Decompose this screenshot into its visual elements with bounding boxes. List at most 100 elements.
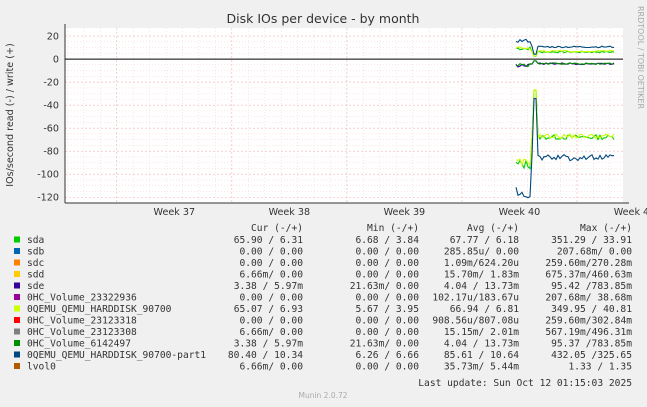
legend-swatch xyxy=(14,236,20,243)
legend-name: 0HC_Volume_23322936 xyxy=(27,293,137,304)
legend-value: 0.00 / 0.00 xyxy=(239,316,303,327)
legend-value: 3.38 / 5.97m xyxy=(234,339,304,350)
legend-swatch xyxy=(14,351,20,358)
last-update: Last update: Sun Oct 12 01:15:03 2025 xyxy=(418,378,632,389)
y-tick-label: -60 xyxy=(43,124,59,135)
y-ticks: 20 0 -20 -40 -60 -80 -100 -120 xyxy=(37,32,59,204)
legend-value: 0.00 / 0.00 xyxy=(355,362,419,373)
munin-version: Munin 2.0.72 xyxy=(298,391,347,400)
x-ticks: Week 37 Week 38 Week 39 Week 40 Week 41 xyxy=(154,207,647,218)
y-tick-label: -40 xyxy=(43,101,59,112)
legend-value: 567.19m/496.31m xyxy=(545,327,632,338)
x-tick-label: Week 37 xyxy=(154,207,196,218)
series-line-0qemu_qemu_harddisk_90700-part1-read xyxy=(515,97,615,199)
legend-header: Max (-/+) xyxy=(580,223,632,234)
legend-value: 1.33 / 1.35 xyxy=(568,362,632,373)
series-lines xyxy=(515,38,615,199)
legend-value: 207.68m/ 0.00 xyxy=(557,247,632,258)
series-line-0hc_volume_6142497-read xyxy=(516,60,615,68)
legend-header: Cur (-/+) xyxy=(251,223,303,234)
legend-name: sdb xyxy=(27,247,45,258)
legend-name: sda xyxy=(27,235,44,246)
y-tick-label: 0 xyxy=(53,55,59,66)
legend-value: 0.00 / 0.00 xyxy=(355,316,419,327)
legend-name: sdc xyxy=(27,258,44,269)
legend-swatch xyxy=(14,271,20,277)
legend-value: 80.40 / 10.34 xyxy=(228,350,303,361)
legend-name: 0QEMU_QEMU_HARDDISK_90700-part1 xyxy=(27,350,206,361)
legend-name: 0QEMU_QEMU_HARDDISK_90700 xyxy=(27,304,172,315)
legend-value: 6.66m/ 0.00 xyxy=(239,327,303,338)
legend-swatch xyxy=(14,259,20,266)
legend-value: 6.66m/ 0.00 xyxy=(239,270,303,281)
legend-value: 6.68 / 3.84 xyxy=(355,235,419,246)
legend-value: 207.68m/ 38.68m xyxy=(545,293,632,304)
legend-value: 3.38 / 5.97m xyxy=(234,281,304,292)
legend-value: 66.94 / 6.81 xyxy=(450,304,520,315)
legend-value: 95.42 /783.85m xyxy=(551,281,632,292)
legend-value: 1.09m/624.20u xyxy=(444,258,519,269)
legend-name: 0HC_Volume_23123308 xyxy=(27,327,137,338)
legend-value: 675.37m/460.63m xyxy=(545,270,632,281)
legend-name: lvol0 xyxy=(27,362,56,373)
x-tick-label: Week 38 xyxy=(269,207,311,218)
legend-swatch xyxy=(14,328,20,335)
legend-swatch xyxy=(14,305,20,312)
legend-value: 35.73m/ 5.44m xyxy=(444,362,519,373)
legend-header: Min (-/+) xyxy=(367,223,419,234)
legend-value: 4.04 / 13.73m xyxy=(444,339,519,350)
chart-title: Disk IOs per device - by month xyxy=(227,11,420,26)
x-tick-label: Week 39 xyxy=(384,207,426,218)
legend-value: 5.67 / 3.95 xyxy=(355,304,419,315)
legend-value: 4.04 / 13.73m xyxy=(444,281,519,292)
legend-value: 95.37 /783.85m xyxy=(551,339,632,350)
legend-value: 0.00 / 0.00 xyxy=(355,327,419,338)
legend-name: 0HC_Volume_23123318 xyxy=(27,316,137,327)
legend-name: sdd xyxy=(27,270,44,281)
y-axis-label: IOs/second read (-) / write (+) xyxy=(5,43,16,187)
legend-value: 908.56u/807.08u xyxy=(432,316,519,327)
legend-swatch xyxy=(14,248,20,254)
y-tick-label: -100 xyxy=(37,170,59,181)
legend-value: 67.77 / 6.18 xyxy=(450,235,520,246)
legend-name: 0HC_Volume_6142497 xyxy=(27,339,131,350)
legend-value: 21.63m/ 0.00 xyxy=(350,281,420,292)
legend-value: 85.61 / 10.64 xyxy=(444,350,519,361)
legend-value: 0.00 / 0.00 xyxy=(355,293,419,304)
y-tick-label: -80 xyxy=(43,147,59,158)
legend-swatch xyxy=(14,340,20,346)
legend: Cur (-/+) Min (-/+) Avg (-/+) Max (-/+) sda 6… xyxy=(14,223,632,373)
legend-value: 65.07 / 6.93 xyxy=(234,304,304,315)
legend-value: 21.63m/ 0.00 xyxy=(350,339,420,350)
legend-value: 0.00 / 0.00 xyxy=(239,247,303,258)
series-line-0qemu_qemu_harddisk_90700-part1-write xyxy=(515,38,615,55)
series-line-0qemu_qemu_harddisk_90700-read xyxy=(515,89,615,167)
legend-name: sde xyxy=(27,281,45,292)
legend-value: 259.60m/302.84m xyxy=(545,316,632,327)
legend-value: 0.00 / 0.00 xyxy=(239,258,303,269)
legend-value: 15.70m/ 1.83m xyxy=(444,270,519,281)
legend-value: 0.00 / 0.00 xyxy=(355,258,419,269)
x-tick-label: Week 41 xyxy=(614,207,647,218)
legend-value: 0.00 / 0.00 xyxy=(355,247,419,258)
legend-value: 351.29 / 33.91 xyxy=(551,235,632,246)
x-tick-label: Week 40 xyxy=(499,207,541,218)
y-tick-label: -120 xyxy=(37,193,59,204)
legend-value: 6.66m/ 0.00 xyxy=(239,362,303,373)
legend-swatch xyxy=(14,294,20,300)
legend-value: 102.17u/183.67u xyxy=(432,293,519,304)
legend-swatch xyxy=(14,282,20,289)
legend-value: 259.60m/270.28m xyxy=(545,258,632,269)
legend-value: 349.95 / 40.81 xyxy=(551,304,632,315)
plot-area xyxy=(65,28,623,203)
y-tick-label: 20 xyxy=(47,32,59,43)
legend-swatch xyxy=(14,317,20,323)
legend-header: Avg (-/+) xyxy=(467,223,519,234)
legend-value: 0.00 / 0.00 xyxy=(239,293,303,304)
series-line-0qemu_qemu_harddisk_90700-write xyxy=(515,46,615,57)
legend-value: 432.05 /325.65 xyxy=(551,350,632,361)
legend-value: 0.00 / 0.00 xyxy=(355,270,419,281)
legend-swatch xyxy=(14,363,20,369)
side-label: RRDTOOL / TOBI OETIKER xyxy=(636,6,645,109)
